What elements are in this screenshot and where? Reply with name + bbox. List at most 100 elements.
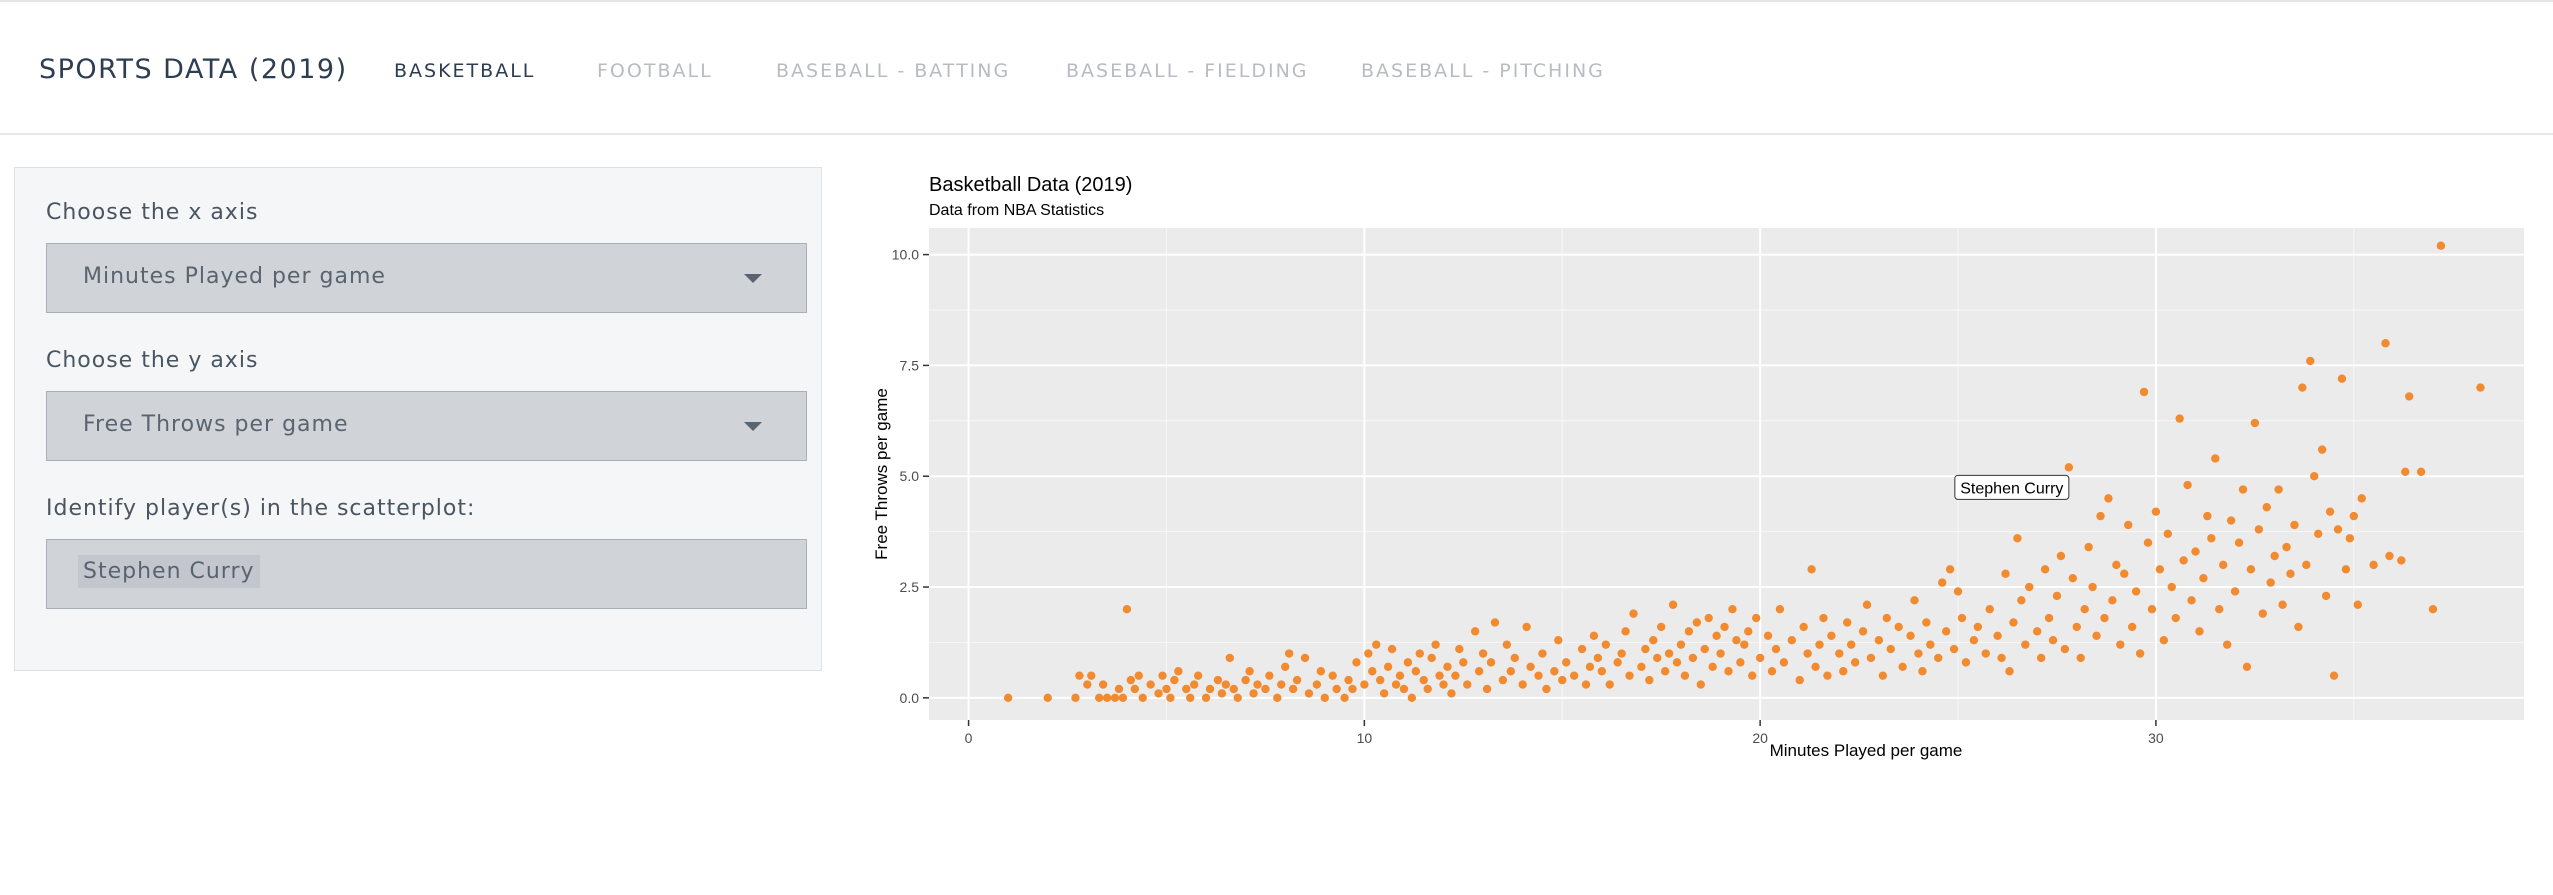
nav-tab-baseball-pitching[interactable]: BASEBALL - PITCHING: [1361, 60, 1605, 82]
data-point: [1435, 671, 1444, 680]
scatterplot: Basketball Data (2019) Data from NBA Sta…: [872, 174, 2524, 760]
data-point: [1641, 644, 1650, 654]
data-point: [1736, 658, 1745, 667]
nav-tab-baseball-fielding[interactable]: BASEBALL - FIELDING: [1066, 60, 1309, 82]
data-point: [1704, 613, 1713, 623]
data-point: [1957, 613, 1967, 623]
data-point: [1522, 622, 1531, 632]
data-point: [1894, 622, 1903, 632]
x-axis-select[interactable]: Minutes Played per game: [46, 243, 807, 313]
data-point: [1997, 653, 2006, 663]
data-point: [1419, 675, 1428, 685]
data-point: [1862, 600, 1872, 609]
data-point: [2230, 587, 2240, 596]
data-point: [1399, 684, 1409, 694]
y-tick-label: 7.5: [900, 357, 920, 373]
data-point: [1288, 684, 1298, 694]
data-point: [1554, 636, 1563, 645]
data-point: [2369, 560, 2378, 570]
y-axis-select[interactable]: Free Throws per game: [46, 391, 807, 461]
data-point: [2207, 534, 2216, 543]
x-axis-ticks: 0 10 20 30: [965, 720, 2164, 746]
data-point: [1431, 640, 1440, 649]
data-point: [1676, 640, 1686, 649]
data-point: [1470, 627, 1480, 636]
data-point: [1186, 693, 1195, 703]
data-point: [1130, 684, 1140, 694]
data-point: [1949, 644, 1959, 654]
data-point: [2195, 627, 2204, 636]
data-point: [2298, 383, 2307, 392]
data-point: [1985, 604, 1994, 614]
data-point: [2203, 511, 2212, 521]
identify-players-label: Identify player(s) in the scatterplot:: [46, 496, 476, 521]
data-point: [1201, 693, 1211, 703]
data-point: [2306, 356, 2315, 366]
data-point: [1225, 653, 1234, 663]
data-point: [1253, 680, 1262, 689]
data-point: [1510, 653, 1519, 663]
data-point: [1372, 640, 1381, 649]
data-point: [2262, 503, 2271, 512]
data-point: [1455, 644, 1464, 654]
data-point: [1162, 684, 1171, 694]
data-point: [1803, 649, 1812, 658]
nav-tab-baseball-batting[interactable]: BASEBALL - BATTING: [776, 60, 1011, 82]
data-point: [1387, 644, 1397, 654]
data-point: [1205, 684, 1215, 694]
data-point: [1166, 693, 1175, 703]
nav-tab-football[interactable]: FOOTBALL: [597, 60, 713, 82]
data-point: [2329, 671, 2339, 680]
data-point: [2155, 565, 2165, 574]
data-point: [1767, 667, 1777, 676]
data-point: [1486, 658, 1496, 667]
data-point: [2428, 604, 2438, 614]
data-point: [1110, 693, 1120, 703]
data-point: [1245, 667, 1254, 676]
data-point: [1344, 675, 1353, 685]
data-point: [1748, 671, 1757, 680]
data-point: [1799, 622, 1808, 632]
data-point: [2044, 613, 2054, 623]
data-point: [1312, 680, 1322, 689]
data-point: [2357, 494, 2366, 503]
navbar-brand[interactable]: SPORTS DATA (2019): [39, 54, 348, 85]
data-point: [1439, 680, 1448, 689]
player-multiselect-input[interactable]: Stephen Curry: [46, 539, 807, 609]
data-point: [1617, 649, 1626, 658]
data-point: [1811, 662, 1820, 672]
data-point: [1122, 604, 1132, 614]
data-point: [2286, 569, 2295, 578]
selected-player-chip[interactable]: Stephen Curry: [78, 555, 260, 588]
data-point: [1878, 671, 1888, 680]
data-point: [2052, 591, 2062, 601]
data-point: [1229, 684, 1238, 694]
data-point: [2258, 609, 2267, 618]
data-point: [2096, 511, 2105, 521]
data-point: [1874, 636, 1884, 645]
data-point: [2211, 454, 2220, 463]
data-point: [1265, 671, 1274, 680]
data-point: [1478, 649, 1488, 658]
data-point: [2405, 392, 2414, 401]
data-point: [1795, 675, 1804, 685]
data-point: [2476, 383, 2485, 392]
data-point: [1423, 684, 1432, 694]
data-point: [1973, 622, 1983, 632]
data-point: [1087, 671, 1096, 680]
data-point: [1542, 684, 1551, 694]
data-point: [2048, 636, 2058, 645]
x-axis-title: Minutes Played per game: [1770, 741, 1963, 760]
data-point: [1490, 618, 1500, 627]
data-point: [2017, 596, 2026, 605]
data-point: [1688, 653, 1698, 663]
data-point: [1771, 644, 1781, 654]
nav-tab-basketball[interactable]: BASKETBALL: [394, 60, 536, 82]
data-point: [1961, 658, 1971, 667]
x-tick-label: 0: [965, 730, 973, 746]
data-point: [1613, 658, 1622, 667]
data-point: [2068, 573, 2078, 583]
data-point: [1277, 680, 1286, 689]
data-point: [2199, 573, 2208, 583]
data-point: [1221, 680, 1231, 689]
